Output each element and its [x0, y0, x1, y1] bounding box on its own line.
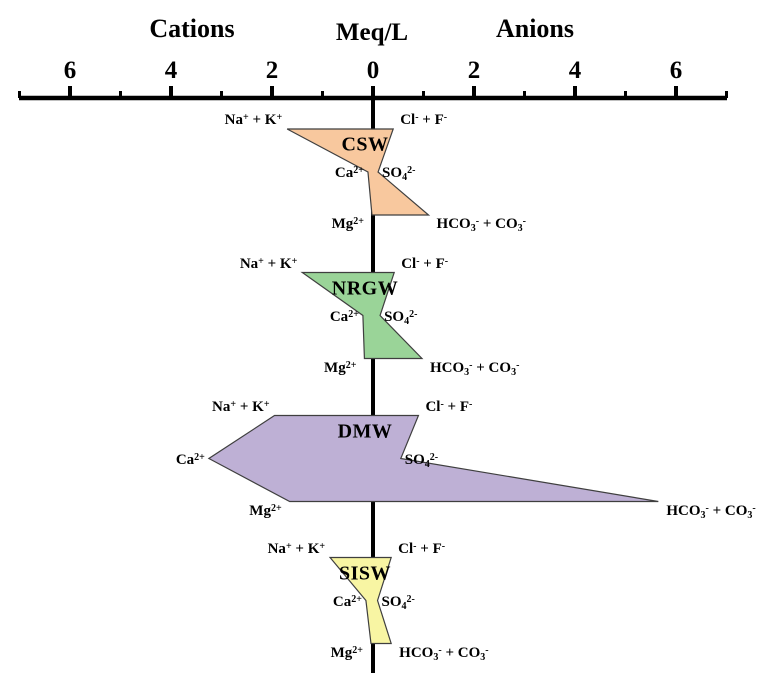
unit-label: Meq/L: [335, 19, 409, 46]
ion-label-so4: SO42-: [384, 308, 418, 327]
ion-label-cl-f: Cl- + F-: [398, 540, 446, 557]
stiff-polygon-dmw: [207, 414, 659, 503]
ion-label-mg: Mg2+: [249, 502, 282, 519]
ion-label-mg: Mg2+: [330, 644, 363, 661]
cations-header: Cations: [149, 14, 235, 43]
ion-label-hco3-co3: HCO3- + CO3-: [429, 359, 520, 378]
ion-label-hco3-co3: HCO3- + CO3-: [399, 644, 489, 663]
axis-tick-label-left-2: 2: [265, 57, 279, 84]
ion-label-mg: Mg2+: [324, 359, 357, 376]
ion-label-na-k: Na+ + K+: [267, 540, 326, 557]
group-title-dmw: DMW: [337, 420, 393, 442]
stiff-polygon-csw: [286, 128, 431, 216]
group-title-nrgw: NRGW: [331, 277, 399, 299]
ion-label-ca: Ca2+: [334, 165, 364, 181]
group-title-sisw: SISW: [338, 562, 392, 584]
ion-label-ca: Ca2+: [332, 593, 362, 610]
ion-label-so4: SO42-: [381, 593, 415, 612]
axis-tick-label-left-4: 4: [164, 57, 178, 84]
axis-tick-label-right-6: 6: [669, 57, 683, 84]
axis-tick-label-left-6: 6: [63, 57, 77, 84]
ion-label-cl-f: Cl- + F-: [401, 255, 449, 272]
ion-label-na-k: Na+ + K+: [212, 398, 270, 415]
ion-label-hco3-co3: HCO3- + CO3-: [666, 502, 756, 521]
ion-label-so4: SO42-: [382, 165, 416, 183]
stiff-polygon-sisw: [328, 556, 392, 645]
ion-label-so4: SO42-: [404, 451, 439, 470]
ion-label-hco3-co3: HCO3- + CO3-: [436, 216, 526, 234]
ion-label-na-k: Na+ + K+: [239, 255, 298, 272]
ion-label-na-k: Na+ + K+: [224, 112, 283, 128]
ion-label-cl-f: Cl- + F-: [425, 398, 473, 415]
axis-tick-label-right-2: 2: [467, 57, 481, 84]
ion-label-cl-f: Cl- + F-: [400, 112, 448, 128]
group-title-csw: CSW: [341, 133, 389, 156]
axis-tick-label-right-4: 4: [568, 57, 582, 84]
anions-header: Anions: [495, 14, 575, 43]
ion-label-mg: Mg2+: [331, 216, 364, 232]
axis-tick-label-0: 0: [366, 57, 380, 84]
stiff-polygon-nrgw: [300, 271, 424, 360]
ion-label-ca: Ca2+: [329, 308, 359, 325]
ion-label-ca: Ca2+: [175, 451, 205, 468]
